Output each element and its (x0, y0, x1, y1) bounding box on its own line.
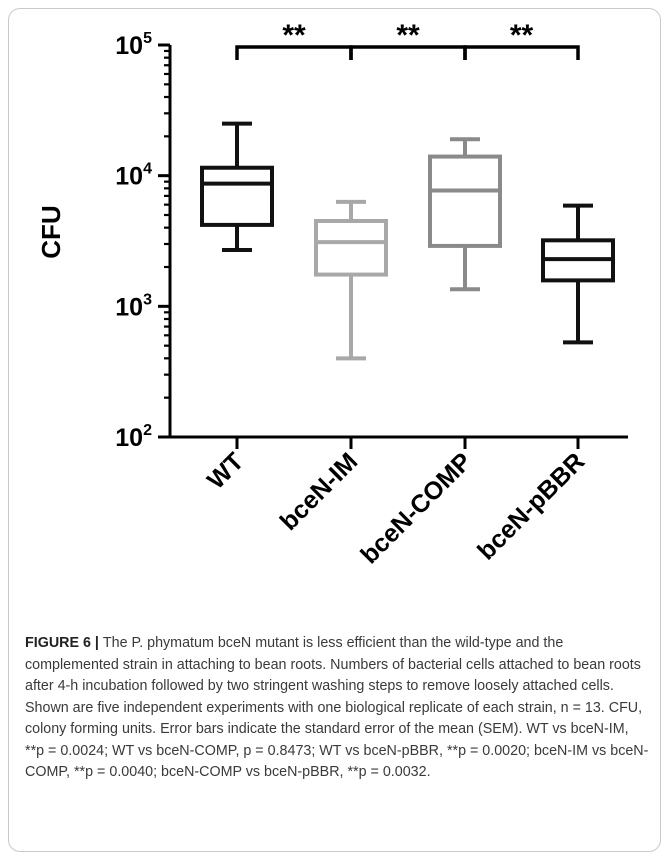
box-body (314, 218, 388, 277)
significance-label: ** (282, 19, 306, 52)
caption-text: The P. phymatum bceN mutant is less effi… (25, 635, 649, 780)
x-tick-label: bceN-pBBR (472, 447, 590, 565)
box-bceN-IM (314, 199, 388, 361)
y-axis-label: CFU (36, 205, 66, 258)
y-tick-label: 104 (115, 161, 152, 191)
x-tick-label: bceN-IM (275, 447, 364, 536)
box-body (428, 154, 502, 248)
significance-bracket: ** (349, 19, 467, 60)
box-body (200, 165, 274, 227)
significance-label: ** (510, 19, 534, 52)
figure-label: FIGURE 6 (25, 635, 91, 651)
significance-bracket: ** (463, 19, 580, 60)
x-tick-label: bceN-COMP (355, 447, 477, 569)
box-bceN-pBBR (541, 203, 615, 345)
significance-label: ** (396, 19, 420, 52)
box-WT (200, 121, 274, 252)
y-tick-label: 103 (115, 291, 152, 321)
significance-bracket: ** (235, 19, 353, 60)
y-tick-label: 105 (115, 30, 152, 60)
figure-panel (8, 8, 661, 852)
plot-marks (200, 121, 615, 361)
caption-separator: | (90, 635, 103, 651)
significance-brackets: ** ** ** (235, 19, 580, 60)
box-bceN-COMP (428, 137, 502, 292)
y-tick-label: 102 (115, 422, 152, 452)
bracket-line (463, 45, 580, 60)
x-tick-label: WT (202, 447, 249, 494)
figure-caption: FIGURE 6 | The P. phymatum bceN mutant i… (25, 633, 650, 784)
